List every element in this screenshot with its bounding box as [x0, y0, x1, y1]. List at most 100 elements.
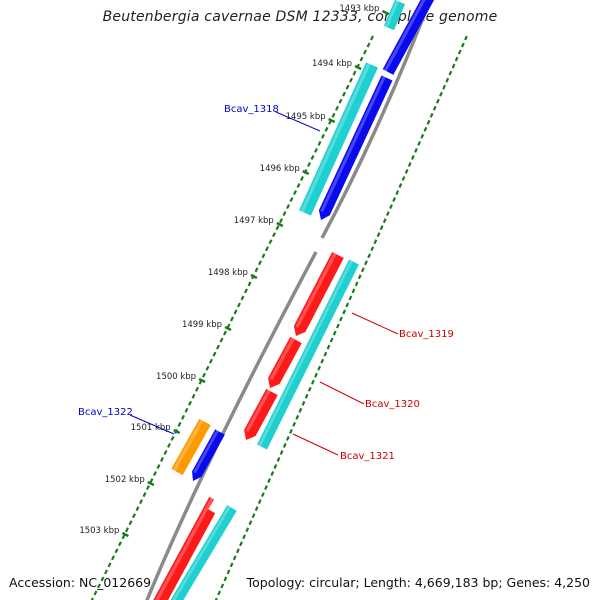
- inner-tick-dot: [237, 302, 241, 308]
- outer-tick-dot: [457, 49, 462, 55]
- major-tick: [173, 428, 181, 435]
- outer-tick-dot: [273, 464, 278, 469]
- inner-tick-dot: [202, 372, 206, 378]
- outer-tick-dot: [376, 232, 381, 238]
- gene-arrow: [170, 505, 237, 600]
- outer-tick-dot: [392, 197, 397, 202]
- outer-tick-dot: [242, 534, 247, 540]
- inner-tick-dot: [366, 42, 371, 48]
- outer-tick-dot: [464, 35, 468, 41]
- gene-label: Bcav_1322: [78, 407, 133, 418]
- outer-tick-dot: [248, 520, 253, 526]
- outer-tick-dot: [395, 190, 400, 195]
- outer-tick-dot: [451, 63, 456, 69]
- inner-tick-dot: [314, 147, 318, 153]
- gene-label: Bcav_1320: [365, 399, 420, 410]
- outer-tick-dot: [292, 421, 297, 427]
- cds-arrow: [293, 252, 344, 336]
- inner-tick-dot: [289, 197, 294, 203]
- kbp-tick-label: 1502 kbp: [105, 475, 145, 485]
- genome-backbone-segment: [320, 0, 432, 239]
- inner-tick-dot: [282, 211, 287, 217]
- outer-tick-dot: [301, 400, 306, 406]
- outer-tick-dot: [435, 98, 440, 104]
- topology-summary: Topology: circular; Length: 4,669,183 bp…: [246, 575, 590, 590]
- outer-tick-dot: [226, 569, 231, 575]
- kbp-tick-label: 1499 kbp: [182, 320, 222, 330]
- gene-arrow-shade: [385, 0, 399, 28]
- outer-tick-dot: [426, 119, 431, 125]
- outer-tick-dot: [214, 597, 218, 600]
- outer-tick-dot: [364, 260, 368, 266]
- outer-tick-dot: [329, 337, 334, 343]
- outer-tick-dot: [401, 176, 406, 181]
- tick-layer: 1493 kbp 1494 kbp 1495 kbp 1496 kbp 1497 kbp…: [79, 0, 468, 600]
- cds-arrow: [268, 336, 302, 388]
- inner-tick-dot: [216, 344, 220, 350]
- outer-tick-dot: [289, 428, 293, 434]
- outer-tick-dot: [323, 351, 328, 357]
- kbp-tick-label: 1496 kbp: [260, 164, 300, 174]
- major-tick: [198, 377, 206, 384]
- inner-tick-dot: [300, 176, 304, 181]
- inner-tick-dot: [219, 337, 224, 343]
- inner-tick-dot: [240, 295, 245, 301]
- outer-tick-dot: [332, 330, 337, 336]
- outer-tick-dot: [407, 162, 412, 167]
- major-tick: [276, 221, 284, 228]
- gap: [208, 489, 230, 515]
- inner-tick-dot: [132, 513, 136, 519]
- outer-tick-dot: [310, 379, 315, 385]
- outer-tick-dot: [460, 42, 465, 48]
- inner-tick-dot: [135, 506, 140, 512]
- outer-tick-dot: [367, 253, 372, 259]
- kbp-tick-label: 1495 kbp: [286, 112, 326, 122]
- inner-tick-dot: [310, 154, 315, 160]
- outer-tick-dot: [448, 70, 453, 76]
- outer-tick-dot: [304, 393, 309, 399]
- outer-tick-dot: [220, 583, 225, 589]
- inner-tick-dot: [275, 225, 280, 231]
- inner-tick-dot: [293, 190, 297, 196]
- inner-tick-dot: [160, 457, 164, 462]
- gene-label: Bcav_1319: [399, 329, 454, 340]
- outer-tick-dot: [317, 365, 322, 371]
- major-tick: [147, 480, 155, 487]
- inner-tick-dot: [254, 267, 259, 273]
- inner-tick-dot: [139, 499, 143, 505]
- inner-tick-dot: [90, 597, 94, 600]
- gene-arrow-shade: [384, 0, 426, 72]
- gene-label-leader: [129, 414, 175, 435]
- outer-tick-dot: [410, 155, 415, 160]
- inner-tick-dot: [125, 527, 129, 533]
- inner-tick-dot: [163, 450, 168, 455]
- inner-tick-dot: [268, 239, 273, 245]
- outer-tick-dot: [339, 316, 343, 322]
- outer-tick-dot: [389, 204, 393, 210]
- cds-arrow: [244, 388, 278, 440]
- outer-tick-dot: [357, 274, 362, 280]
- gene-arrow-shade: [258, 260, 353, 447]
- inner-tick-dot: [100, 576, 105, 582]
- outer-tick-dot: [267, 478, 272, 483]
- inner-tick-dot: [149, 478, 154, 484]
- outer-tick-dot: [279, 450, 284, 455]
- inner-tick-dot: [118, 541, 122, 547]
- outer-tick-dot: [373, 239, 378, 245]
- gene-label: Bcav_1318: [224, 104, 279, 115]
- major-tick: [224, 325, 232, 332]
- major-tick: [250, 273, 258, 280]
- inner-tick-dot: [209, 358, 213, 364]
- inner-tick-dot: [233, 309, 238, 315]
- inner-tick-dot: [104, 569, 108, 575]
- inner-tick-dot: [307, 161, 311, 167]
- inner-tick-dot: [181, 414, 185, 420]
- inner-tick-dot: [258, 260, 262, 266]
- outer-tick-dot: [429, 112, 434, 118]
- cds-arrow-shade: [295, 252, 337, 329]
- inner-tick-dot: [153, 471, 157, 477]
- feature-layer: [153, 0, 435, 600]
- gene-arrow: [383, 0, 406, 31]
- other-feature-arrow-shade: [172, 419, 204, 472]
